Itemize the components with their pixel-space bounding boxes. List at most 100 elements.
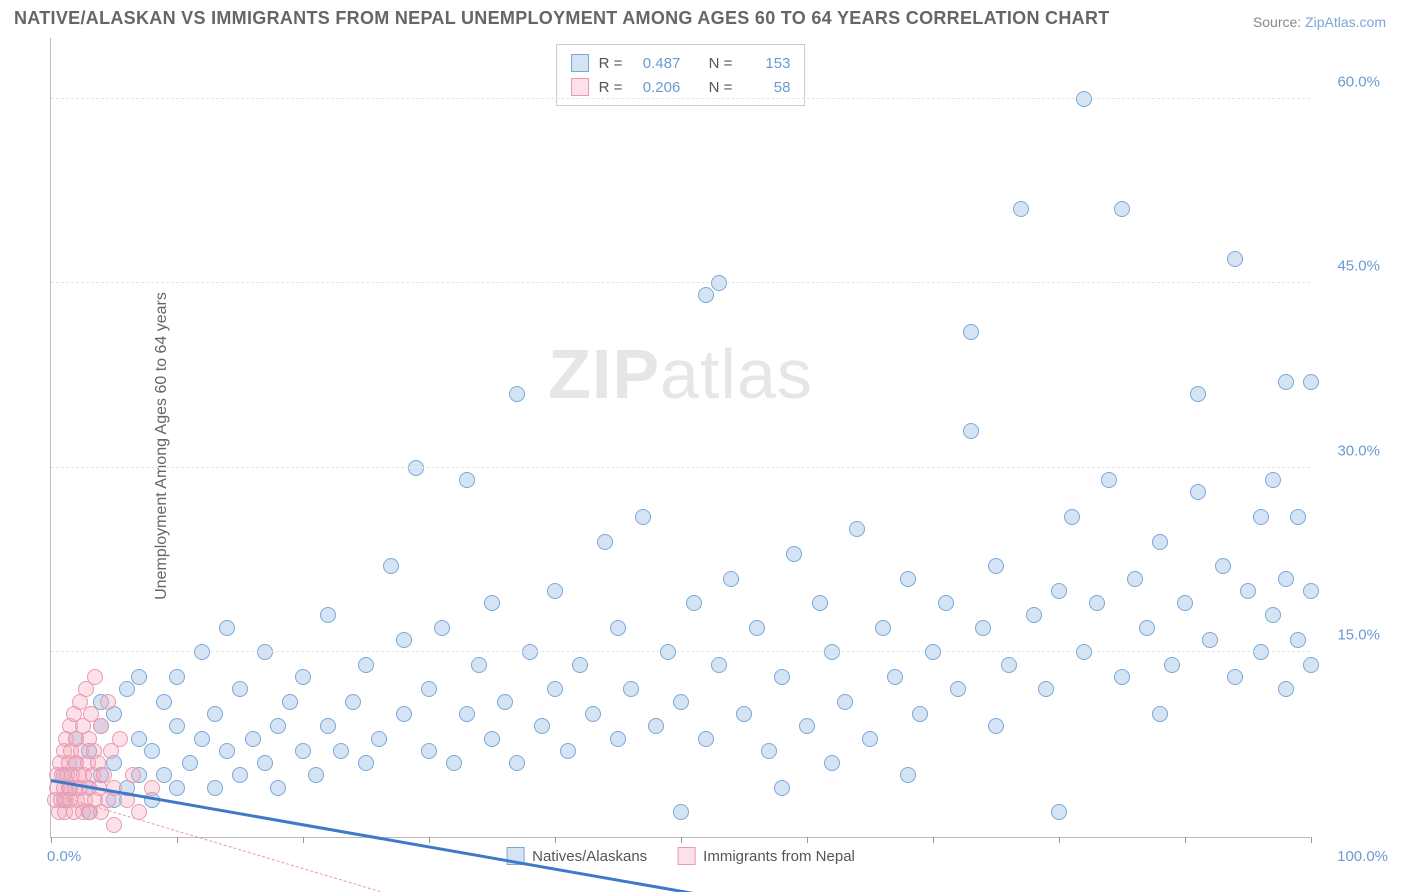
scatter-point: [963, 324, 979, 340]
scatter-point: [585, 706, 601, 722]
source-link[interactable]: ZipAtlas.com: [1305, 14, 1386, 30]
scatter-point: [144, 780, 160, 796]
scatter-point: [534, 718, 550, 734]
scatter-point: [1026, 607, 1042, 623]
y-tick-label: 15.0%: [1320, 627, 1380, 644]
scatter-point: [131, 731, 147, 747]
scatter-point: [1227, 251, 1243, 267]
scatter-point: [812, 595, 828, 611]
scatter-point: [1303, 583, 1319, 599]
scatter-point: [434, 620, 450, 636]
x-tick: [1311, 837, 1312, 843]
scatter-point: [87, 669, 103, 685]
scatter-point: [1240, 583, 1256, 599]
scatter-point: [333, 743, 349, 759]
x-tick: [303, 837, 304, 843]
scatter-point: [358, 657, 374, 673]
scatter-point: [219, 743, 235, 759]
scatter-point: [912, 706, 928, 722]
scatter-point: [169, 669, 185, 685]
scatter-point: [1089, 595, 1105, 611]
scatter-point: [900, 571, 916, 587]
scatter-point: [446, 755, 462, 771]
scatter-point: [182, 755, 198, 771]
x-tick: [555, 837, 556, 843]
scatter-point: [1265, 472, 1281, 488]
x-tick: [1185, 837, 1186, 843]
scatter-point: [509, 755, 525, 771]
scatter-point: [786, 546, 802, 562]
scatter-point: [1076, 91, 1092, 107]
scatter-point: [125, 767, 141, 783]
scatter-point: [1051, 804, 1067, 820]
scatter-point: [194, 644, 210, 660]
scatter-point: [358, 755, 374, 771]
scatter-point: [1114, 201, 1130, 217]
x-tick: [51, 837, 52, 843]
scatter-point: [257, 644, 273, 660]
scatter-point: [207, 780, 223, 796]
scatter-point: [484, 731, 500, 747]
scatter-point: [547, 583, 563, 599]
scatter-point: [925, 644, 941, 660]
scatter-point: [1152, 534, 1168, 550]
scatter-point: [736, 706, 752, 722]
scatter-point: [1253, 644, 1269, 660]
scatter-point: [471, 657, 487, 673]
scatter-point: [112, 731, 128, 747]
scatter-point: [988, 558, 1004, 574]
scatter-point: [1038, 681, 1054, 697]
legend-swatch: [677, 847, 695, 865]
x-axis-min-label: 0.0%: [47, 848, 81, 865]
scatter-point: [207, 706, 223, 722]
scatter-point: [1001, 657, 1017, 673]
scatter-point: [408, 460, 424, 476]
scatter-point: [1190, 484, 1206, 500]
scatter-point: [295, 669, 311, 685]
chart-area: ZIPatlas R =0.487 N =153R =0.206 N =58 0…: [50, 38, 1390, 838]
scatter-point: [320, 718, 336, 734]
scatter-point: [824, 755, 840, 771]
scatter-point: [648, 718, 664, 734]
scatter-point: [723, 571, 739, 587]
scatter-point: [219, 620, 235, 636]
scatter-point: [761, 743, 777, 759]
scatter-point: [597, 534, 613, 550]
scatter-point: [371, 731, 387, 747]
scatter-point: [1101, 472, 1117, 488]
scatter-point: [560, 743, 576, 759]
plot-area: ZIPatlas R =0.487 N =153R =0.206 N =58 0…: [50, 38, 1310, 838]
scatter-points-layer: [51, 38, 1310, 837]
scatter-point: [156, 694, 172, 710]
x-tick: [177, 837, 178, 843]
scatter-point: [1290, 509, 1306, 525]
scatter-point: [396, 706, 412, 722]
scatter-point: [774, 780, 790, 796]
scatter-point: [308, 767, 324, 783]
scatter-point: [270, 718, 286, 734]
scatter-point: [1114, 669, 1130, 685]
scatter-point: [270, 780, 286, 796]
series-legend-label: Natives/Alaskans: [532, 848, 647, 865]
scatter-point: [950, 681, 966, 697]
scatter-point: [711, 275, 727, 291]
scatter-point: [156, 767, 172, 783]
scatter-point: [1152, 706, 1168, 722]
scatter-point: [1265, 607, 1281, 623]
series-legend-label: Immigrants from Nepal: [703, 848, 855, 865]
source-attribution: Source: ZipAtlas.com: [1253, 14, 1386, 30]
scatter-point: [1202, 632, 1218, 648]
scatter-point: [547, 681, 563, 697]
scatter-point: [673, 804, 689, 820]
scatter-point: [497, 694, 513, 710]
scatter-point: [1051, 583, 1067, 599]
scatter-point: [824, 644, 840, 660]
scatter-point: [660, 644, 676, 660]
scatter-point: [484, 595, 500, 611]
scatter-point: [623, 681, 639, 697]
scatter-point: [610, 620, 626, 636]
scatter-point: [887, 669, 903, 685]
scatter-point: [282, 694, 298, 710]
scatter-point: [1253, 509, 1269, 525]
scatter-point: [421, 743, 437, 759]
